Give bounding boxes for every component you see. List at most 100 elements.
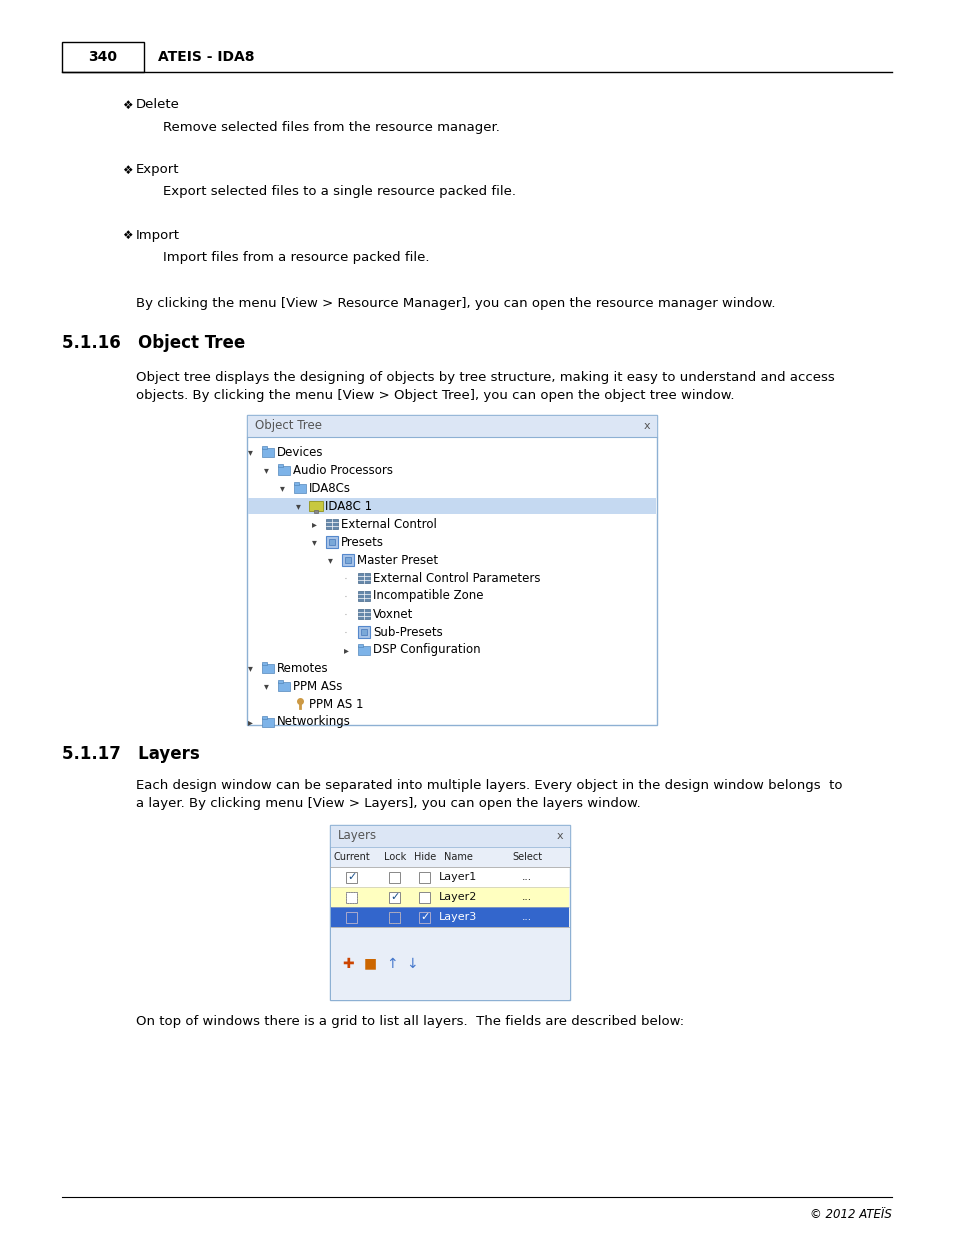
- Text: Layer3: Layer3: [438, 911, 476, 923]
- Text: Sub-Presets: Sub-Presets: [373, 625, 442, 638]
- Bar: [331, 847, 568, 867]
- Bar: [262, 448, 274, 457]
- Text: ▾: ▾: [247, 447, 253, 457]
- Bar: [331, 887, 568, 906]
- Text: a layer. By clicking menu [View > Layers], you can open the layers window.: a layer. By clicking menu [View > Layers…: [136, 797, 640, 809]
- Bar: [346, 911, 357, 923]
- Text: External Control Parameters: External Control Parameters: [373, 572, 540, 584]
- Text: x: x: [643, 421, 650, 431]
- Text: Export selected files to a single resource packed file.: Export selected files to a single resour…: [163, 185, 516, 199]
- Text: ▾: ▾: [312, 537, 316, 547]
- Text: Incompatible Zone: Incompatible Zone: [373, 589, 483, 603]
- Bar: [314, 510, 317, 513]
- Bar: [277, 466, 290, 475]
- Bar: [346, 872, 357, 883]
- Bar: [357, 643, 363, 647]
- Text: ▸: ▸: [312, 519, 316, 529]
- Text: ...: ...: [521, 911, 532, 923]
- Text: ATEIS - IDA8: ATEIS - IDA8: [158, 49, 254, 64]
- Bar: [389, 872, 400, 883]
- Bar: [326, 519, 337, 529]
- Text: ▸: ▸: [343, 645, 348, 655]
- Text: Each design window can be separated into multiple layers. Every object in the de: Each design window can be separated into…: [136, 778, 841, 792]
- Text: Remove selected files from the resource manager.: Remove selected files from the resource …: [163, 121, 499, 133]
- Bar: [419, 872, 430, 883]
- Text: Master Preset: Master Preset: [356, 553, 437, 567]
- Bar: [341, 555, 354, 566]
- Text: ↑: ↑: [386, 956, 397, 971]
- Bar: [357, 626, 370, 638]
- Text: Layers: Layers: [337, 830, 376, 842]
- Text: DSP Configuration: DSP Configuration: [373, 643, 480, 657]
- Bar: [326, 536, 337, 548]
- Text: Networkings: Networkings: [276, 715, 351, 729]
- Text: ↓: ↓: [406, 956, 417, 971]
- Bar: [330, 825, 569, 847]
- Bar: [331, 867, 568, 887]
- Bar: [346, 892, 357, 903]
- Text: ✓: ✓: [347, 872, 356, 882]
- Text: 5.1.17   Layers: 5.1.17 Layers: [62, 745, 199, 763]
- Text: Hide: Hide: [414, 852, 436, 862]
- Text: On top of windows there is a grid to list all layers.  The fields are described : On top of windows there is a grid to lis…: [136, 1015, 683, 1029]
- Bar: [294, 482, 298, 485]
- Text: ▾: ▾: [247, 663, 253, 673]
- Text: Remotes: Remotes: [276, 662, 328, 674]
- Bar: [357, 609, 370, 619]
- Text: ▾: ▾: [263, 680, 268, 692]
- Bar: [346, 892, 357, 903]
- Text: PPM ASs: PPM ASs: [293, 679, 342, 693]
- Bar: [389, 911, 400, 923]
- Text: 340: 340: [89, 49, 117, 64]
- Text: Voxnet: Voxnet: [373, 608, 413, 620]
- Text: Select: Select: [512, 852, 541, 862]
- Text: ▾: ▾: [279, 483, 284, 493]
- Text: Audio Processors: Audio Processors: [293, 463, 393, 477]
- Text: Lock: Lock: [383, 852, 406, 862]
- Bar: [419, 892, 430, 903]
- Bar: [419, 911, 430, 923]
- Text: External Control: External Control: [340, 517, 436, 531]
- Bar: [62, 42, 144, 72]
- Text: ...: ...: [521, 892, 532, 902]
- Text: 5.1.16   Object Tree: 5.1.16 Object Tree: [62, 333, 245, 352]
- Bar: [331, 906, 568, 927]
- Text: ✚: ✚: [342, 956, 354, 971]
- Bar: [247, 415, 657, 437]
- Text: ▸: ▸: [247, 718, 253, 727]
- Bar: [248, 498, 656, 514]
- Bar: [262, 716, 267, 719]
- Text: ❖: ❖: [122, 163, 132, 177]
- Text: Layer1: Layer1: [438, 872, 476, 882]
- Text: Import: Import: [136, 228, 180, 242]
- Text: Layer2: Layer2: [438, 892, 476, 902]
- Text: ▾: ▾: [327, 555, 332, 564]
- Bar: [247, 415, 657, 725]
- Text: Import files from a resource packed file.: Import files from a resource packed file…: [163, 251, 429, 263]
- Bar: [360, 629, 367, 635]
- Text: Delete: Delete: [136, 99, 180, 111]
- Text: IDA8C 1: IDA8C 1: [325, 499, 372, 513]
- Text: ■: ■: [363, 956, 376, 971]
- Bar: [389, 892, 400, 903]
- Bar: [262, 718, 274, 727]
- Bar: [357, 573, 370, 583]
- Text: objects. By clicking the menu [View > Object Tree], you can open the object tree: objects. By clicking the menu [View > Ob…: [136, 389, 734, 403]
- Text: ▾: ▾: [263, 466, 268, 475]
- Text: IDA8Cs: IDA8Cs: [309, 482, 351, 494]
- Bar: [357, 592, 370, 601]
- Bar: [277, 682, 290, 692]
- Text: Name: Name: [443, 852, 472, 862]
- Bar: [331, 927, 568, 1000]
- Text: PPM AS 1: PPM AS 1: [309, 698, 363, 710]
- Text: ✓: ✓: [420, 911, 429, 923]
- Text: ✓: ✓: [390, 892, 399, 902]
- Bar: [389, 911, 400, 923]
- Text: ...: ...: [521, 872, 532, 882]
- Text: ❖: ❖: [122, 99, 132, 111]
- Text: Current: Current: [334, 852, 370, 862]
- Bar: [262, 446, 267, 450]
- Bar: [294, 484, 306, 493]
- Text: © 2012 ATEÏS: © 2012 ATEÏS: [809, 1209, 891, 1221]
- Bar: [262, 664, 274, 673]
